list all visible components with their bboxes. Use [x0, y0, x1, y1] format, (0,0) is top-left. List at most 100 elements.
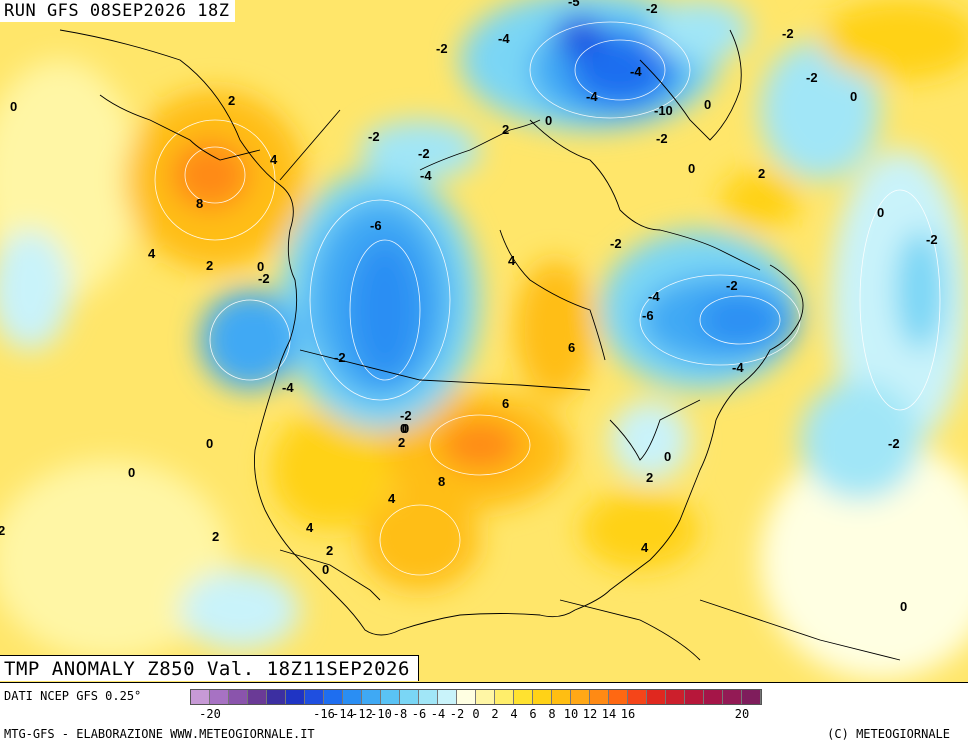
- contour-label: -2: [610, 236, 622, 251]
- contour-label: 6: [568, 340, 575, 355]
- legend-swatch: [267, 690, 286, 704]
- contour-label: 2: [228, 93, 235, 108]
- legend-swatch: [571, 690, 590, 704]
- legend-swatch: [400, 690, 419, 704]
- legend-tick-label: -8: [392, 707, 408, 721]
- contour-label: 0: [664, 449, 671, 464]
- legend-swatch: [286, 690, 305, 704]
- contour-label: -4: [648, 289, 660, 304]
- contour-label: 8: [196, 196, 203, 211]
- footer: DATI NCEP GFS 0.25° -20 -16 -14 -12 -10 -8 -6-…: [0, 682, 968, 746]
- contour-label: 0: [10, 99, 17, 114]
- contour-label: 0: [704, 97, 711, 112]
- legend-tick-label: -4: [430, 707, 446, 721]
- legend-tick-label: 20: [734, 707, 750, 721]
- legend-tick-label: 8: [548, 707, 556, 721]
- contour-label: -4: [732, 360, 744, 375]
- legend-swatch: [495, 690, 514, 704]
- legend-tick-label: -14: [332, 707, 354, 721]
- contour-label: 4: [508, 253, 516, 268]
- contour-label: 2: [0, 523, 5, 538]
- contour-label: 2: [398, 435, 405, 450]
- contour-label: -4: [630, 64, 642, 79]
- legend-swatch: [666, 690, 685, 704]
- legend-tick-label: 6: [529, 707, 537, 721]
- contour-label: 0: [128, 465, 135, 480]
- legend-swatch: [229, 690, 248, 704]
- contour-label: -2: [726, 278, 738, 293]
- legend-swatch: [704, 690, 723, 704]
- contour-label: 0: [402, 421, 409, 436]
- contour-label: -2: [888, 436, 900, 451]
- contour-label: -2: [334, 350, 346, 365]
- contour-label: 4: [148, 246, 156, 261]
- contour-label: 4: [270, 152, 278, 167]
- contour-label: 2: [502, 122, 509, 137]
- legend-swatch: [552, 690, 571, 704]
- contour-label: -5: [568, 0, 580, 9]
- legend-tick-label: 12: [582, 707, 598, 721]
- color-legend: [190, 689, 762, 705]
- legend-swatch: [514, 690, 533, 704]
- legend-swatch: [210, 690, 229, 704]
- contour-label: -4: [420, 168, 432, 183]
- contour-label: 0: [322, 562, 329, 577]
- legend-swatch: [457, 690, 476, 704]
- legend-tick-label: 10: [563, 707, 579, 721]
- legend-swatch: [628, 690, 647, 704]
- legend-swatch: [438, 690, 457, 704]
- contour-label: 0: [850, 89, 857, 104]
- credit-right: (C) METEOGIORNALE: [827, 727, 950, 741]
- legend-swatch: [476, 690, 495, 704]
- contour-label: 2: [326, 543, 333, 558]
- anomaly-map: -5 -2 -4 -2 -2 -2 -4 -4 -10 0 -2 0 2 -2 …: [0, 0, 968, 682]
- legend-tick-label: 4: [510, 707, 518, 721]
- contour-label: 4: [641, 540, 649, 555]
- legend-swatch: [647, 690, 666, 704]
- legend-swatch: [305, 690, 324, 704]
- credit-left: MTG-GFS - ELABORAZIONE WWW.METEOGIORNALE…: [4, 727, 315, 741]
- legend-tick-label: 0: [472, 707, 480, 721]
- contour-label: -2: [258, 271, 270, 286]
- legend-swatch: [723, 690, 742, 704]
- contour-label: 4: [306, 520, 314, 535]
- legend-tick-label: -10: [370, 707, 392, 721]
- data-source-label: DATI NCEP GFS 0.25°: [4, 689, 142, 703]
- contour-label: 4: [388, 491, 396, 506]
- contour-label: 2: [758, 166, 765, 181]
- contour-label: -2: [656, 131, 668, 146]
- contour-label: 0: [900, 599, 907, 614]
- legend-tick-label: -12: [351, 707, 373, 721]
- legend-swatch: [248, 690, 267, 704]
- contour-label: -2: [646, 1, 658, 16]
- legend-swatch: [685, 690, 704, 704]
- contour-label: 0: [688, 161, 695, 176]
- legend-swatch: [419, 690, 438, 704]
- contour-label: -2: [806, 70, 818, 85]
- contour-label: 0: [400, 421, 407, 436]
- legend-swatch: [590, 690, 609, 704]
- legend-swatch: [191, 690, 210, 704]
- contour-label: -4: [586, 89, 598, 104]
- contour-label: 0: [257, 259, 264, 274]
- contour-label: -6: [642, 308, 654, 323]
- contour-label: -2: [400, 408, 412, 423]
- contour-label: 2: [212, 529, 219, 544]
- legend-swatch: [343, 690, 362, 704]
- legend-tick-label: 16: [620, 707, 636, 721]
- legend-swatch: [609, 690, 628, 704]
- legend-tick-label: -2: [449, 707, 465, 721]
- contour-label: -4: [282, 380, 294, 395]
- contour-label: 8: [438, 474, 445, 489]
- legend-swatch: [742, 690, 761, 704]
- run-label: RUN GFS 08SEP2026 18Z: [0, 0, 236, 22]
- legend-tick-label: -20: [199, 707, 221, 721]
- contour-label: -2: [418, 146, 430, 161]
- legend-tick-label: 2: [491, 707, 499, 721]
- contour-label: 0: [206, 436, 213, 451]
- contour-label: -6: [370, 218, 382, 233]
- contour-label: -10: [654, 103, 673, 118]
- legend-swatch: [362, 690, 381, 704]
- contour-label: 2: [206, 258, 213, 273]
- contour-label: 0: [545, 113, 552, 128]
